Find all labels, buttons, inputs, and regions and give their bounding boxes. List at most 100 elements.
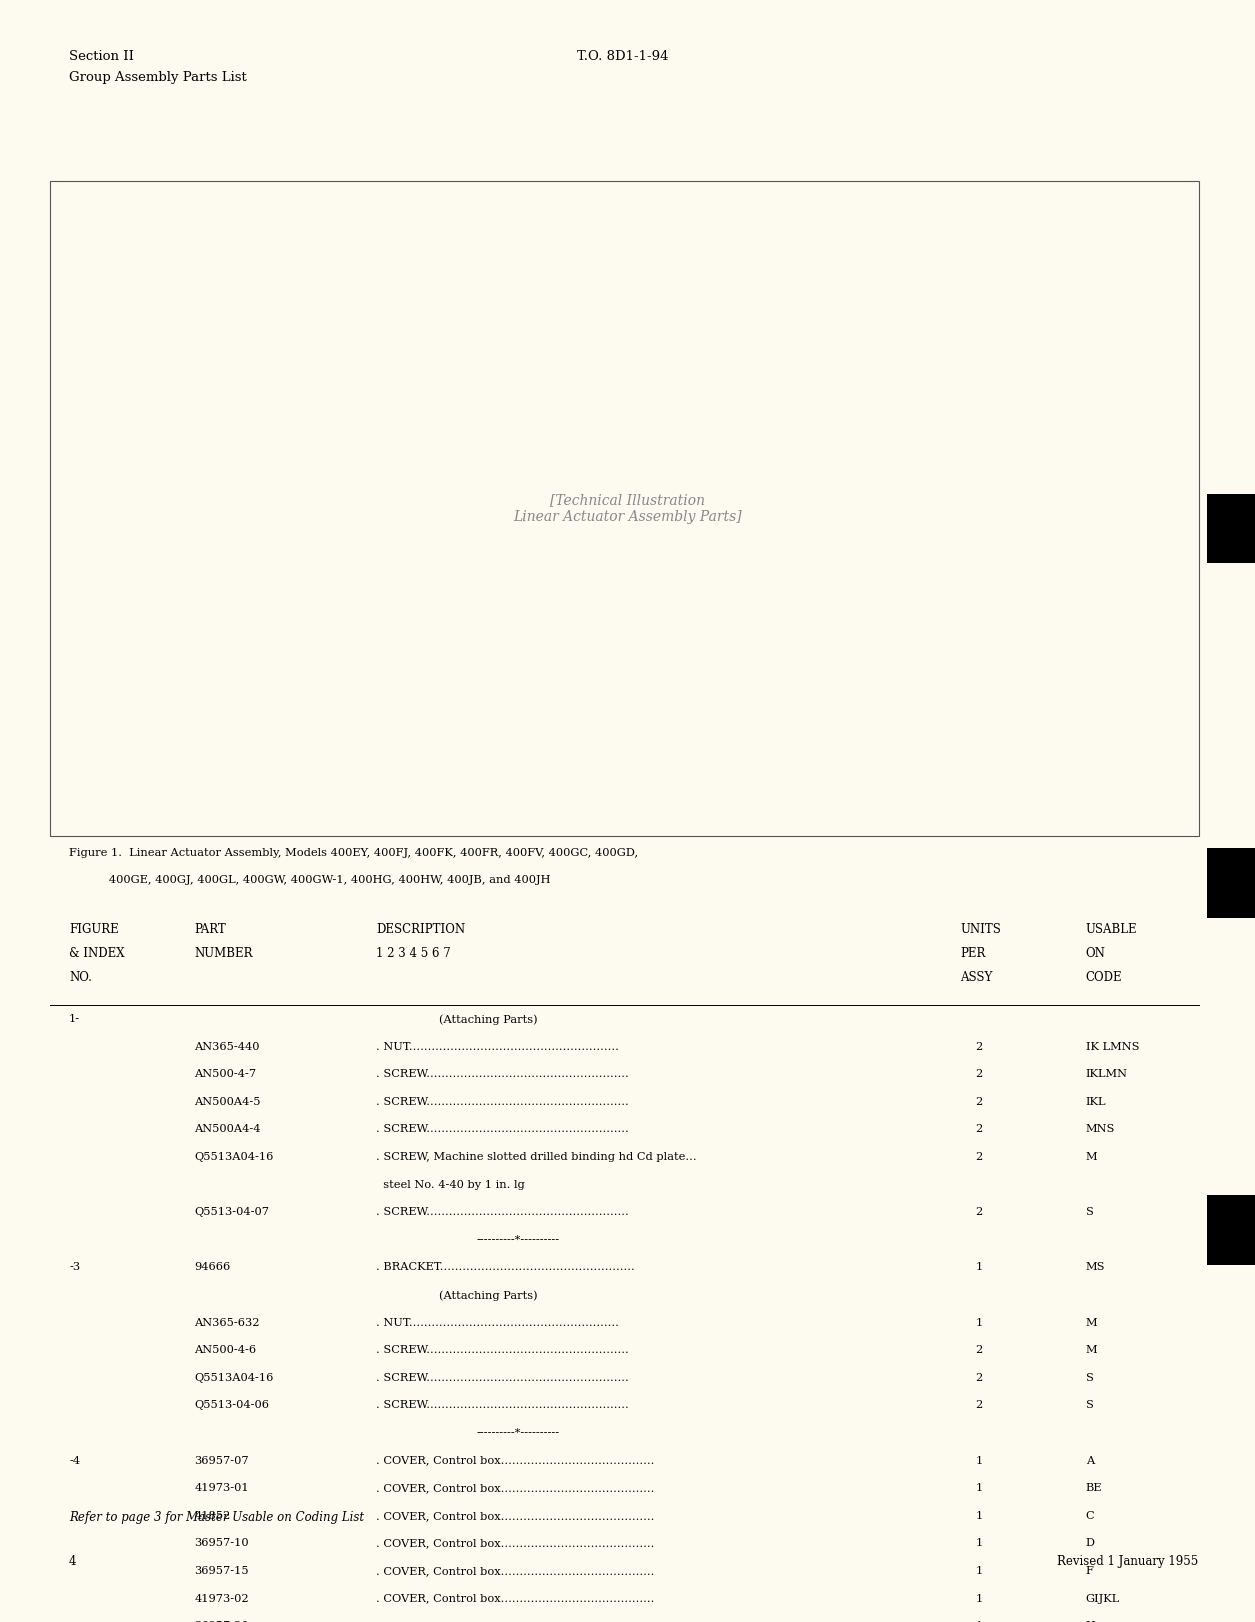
Text: FIGURE: FIGURE [69,923,119,936]
Text: NO.: NO. [69,972,92,985]
Text: . COVER, Control box.........................................: . COVER, Control box....................… [376,1565,655,1577]
Text: Group Assembly Parts List: Group Assembly Parts List [69,71,247,84]
Text: . SCREW......................................................: . SCREW.................................… [376,1096,629,1106]
Text: 1: 1 [975,1565,983,1577]
Text: AN500-4-6: AN500-4-6 [195,1345,257,1356]
Text: 2: 2 [975,1041,983,1051]
Text: 36957-07: 36957-07 [195,1455,250,1466]
Text: steel No. 4-40 by 1 in. lg: steel No. 4-40 by 1 in. lg [376,1179,526,1189]
Text: USABLE: USABLE [1086,923,1137,936]
Text: 2: 2 [975,1124,983,1134]
Text: 2: 2 [975,1372,983,1384]
Text: A: A [1086,1455,1094,1466]
Text: AN500A4-4: AN500A4-4 [195,1124,261,1134]
Text: -4: -4 [69,1455,80,1466]
Text: 1: 1 [975,1455,983,1466]
Text: CODE: CODE [1086,972,1122,985]
Text: 4: 4 [69,1555,77,1568]
Text: 41973-02: 41973-02 [195,1593,250,1604]
Text: 1: 1 [975,1483,983,1494]
Text: 94666: 94666 [195,1262,231,1272]
Text: . SCREW, Machine slotted drilled binding hd Cd plate...: . SCREW, Machine slotted drilled binding… [376,1152,697,1161]
Text: 1: 1 [975,1262,983,1272]
Text: 36957-10: 36957-10 [195,1538,250,1549]
Text: . SCREW......................................................: . SCREW.................................… [376,1124,629,1134]
Text: M: M [1086,1152,1097,1161]
Text: S: S [1086,1400,1093,1411]
Text: 2: 2 [975,1207,983,1216]
Text: ON: ON [1086,947,1106,960]
Text: ----------*----------: ----------*---------- [477,1234,560,1244]
Text: & INDEX: & INDEX [69,947,124,960]
Text: DESCRIPTION: DESCRIPTION [376,923,466,936]
Text: Refer to page 3 for Master Usable on Coding List: Refer to page 3 for Master Usable on Cod… [69,1510,364,1523]
Text: [Technical Illustration
Linear Actuator Assembly Parts]: [Technical Illustration Linear Actuator … [513,493,742,524]
Bar [50,182,1199,835]
Text: (Attaching Parts): (Attaching Parts) [439,1289,538,1301]
Text: . COVER, Control box.........................................: . COVER, Control box....................… [376,1455,655,1466]
Text: M: M [1086,1345,1097,1356]
Text: MS: MS [1086,1262,1106,1272]
Text: GIJKL: GIJKL [1086,1593,1119,1604]
Text: PER: PER [960,947,985,960]
Text: AN500-4-7: AN500-4-7 [195,1069,257,1079]
Text: Q5513A04-16: Q5513A04-16 [195,1372,274,1384]
Text: IKL: IKL [1086,1096,1106,1106]
Text: . NUT........................................................: . NUT...................................… [376,1317,620,1328]
Bar [1207,493,1255,563]
Text: . SCREW......................................................: . SCREW.................................… [376,1345,629,1356]
Text: 1: 1 [975,1317,983,1328]
Text: . SCREW......................................................: . SCREW.................................… [376,1069,629,1079]
Text: F: F [1086,1565,1093,1577]
Text: IKLMN: IKLMN [1086,1069,1127,1079]
Text: 2: 2 [975,1345,983,1356]
Bar [1207,1195,1255,1265]
Text: . SCREW......................................................: . SCREW.................................… [376,1400,629,1411]
Text: D: D [1086,1538,1094,1549]
Text: ----------*----------: ----------*---------- [477,1427,560,1439]
Text: M: M [1086,1317,1097,1328]
Text: T.O. 8D1-1-94: T.O. 8D1-1-94 [577,50,669,63]
Text: UNITS: UNITS [960,923,1001,936]
Text: C: C [1086,1510,1094,1521]
Text: 1: 1 [975,1510,983,1521]
Text: 2: 2 [975,1096,983,1106]
Text: 41973-01: 41973-01 [195,1483,250,1494]
Text: . NUT........................................................: . NUT...................................… [376,1041,620,1051]
Text: . COVER, Control box.........................................: . COVER, Control box....................… [376,1483,655,1494]
Text: 2: 2 [975,1400,983,1411]
Text: 1: 1 [975,1593,983,1604]
Text: . SCREW......................................................: . SCREW.................................… [376,1207,629,1216]
Text: AN365-440: AN365-440 [195,1041,260,1051]
Text: S: S [1086,1207,1093,1216]
Text: (Attaching Parts): (Attaching Parts) [439,1014,538,1025]
Text: Section II: Section II [69,50,134,63]
Text: Q5513-04-06: Q5513-04-06 [195,1400,270,1411]
Text: . COVER, Control box.........................................: . COVER, Control box....................… [376,1510,655,1521]
Text: 400GE, 400GJ, 400GL, 400GW, 400GW-1, 400HG, 400HW, 400JB, and 400JH: 400GE, 400GJ, 400GL, 400GW, 400GW-1, 400… [69,876,551,886]
Text: 41852: 41852 [195,1510,231,1521]
Text: ASSY: ASSY [960,972,993,985]
Text: AN365-632: AN365-632 [195,1317,260,1328]
Text: NUMBER: NUMBER [195,947,254,960]
Text: -3: -3 [69,1262,80,1272]
Text: 1: 1 [975,1538,983,1549]
Text: 36957-15: 36957-15 [195,1565,250,1577]
Text: IK LMNS: IK LMNS [1086,1041,1140,1051]
Text: 1-: 1- [69,1014,80,1023]
Text: MNS: MNS [1086,1124,1114,1134]
Text: . SCREW......................................................: . SCREW.................................… [376,1372,629,1384]
Bar [1207,848,1255,918]
Text: . COVER, Control box.........................................: . COVER, Control box....................… [376,1538,655,1549]
Text: Q5513-04-07: Q5513-04-07 [195,1207,270,1216]
Text: AN500A4-5: AN500A4-5 [195,1096,261,1106]
Text: 2: 2 [975,1152,983,1161]
Text: 2: 2 [975,1069,983,1079]
Text: S: S [1086,1372,1093,1384]
Text: Revised 1 January 1955: Revised 1 January 1955 [1057,1555,1199,1568]
Text: . COVER, Control box.........................................: . COVER, Control box....................… [376,1593,655,1604]
Text: PART: PART [195,923,226,936]
Text: Figure 1.  Linear Actuator Assembly, Models 400EY, 400FJ, 400FK, 400FR, 400FV, 4: Figure 1. Linear Actuator Assembly, Mode… [69,848,638,858]
Text: Q5513A04-16: Q5513A04-16 [195,1152,274,1161]
Text: BE: BE [1086,1483,1102,1494]
